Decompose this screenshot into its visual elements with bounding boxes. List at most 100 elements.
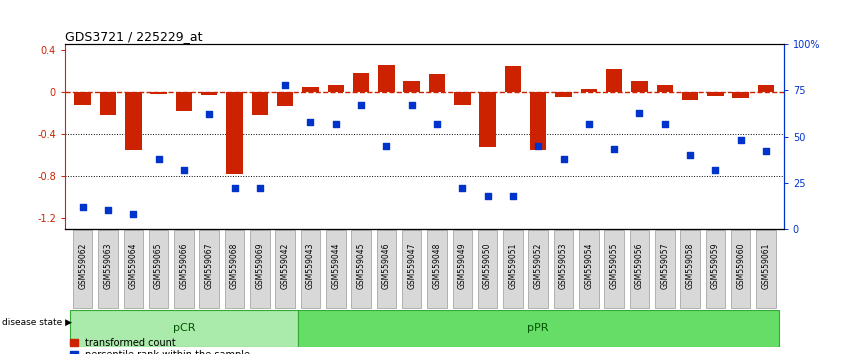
Bar (682, 92, 698, 100)
Text: GSM559059: GSM559059 (711, 242, 720, 289)
FancyBboxPatch shape (402, 230, 422, 308)
FancyBboxPatch shape (352, 230, 371, 308)
Point (658, 121, 672, 126)
Text: GDS3721 / 225229_at: GDS3721 / 225229_at (65, 30, 203, 43)
FancyBboxPatch shape (250, 230, 269, 308)
Text: GSM559044: GSM559044 (332, 242, 340, 289)
FancyBboxPatch shape (377, 230, 396, 308)
Point (101, 207, 115, 213)
FancyBboxPatch shape (655, 230, 675, 308)
Bar (176, 92, 192, 111)
Bar (151, 92, 167, 94)
Bar (505, 67, 521, 92)
Bar (404, 81, 420, 92)
FancyBboxPatch shape (149, 230, 168, 308)
Text: GSM559046: GSM559046 (382, 242, 391, 289)
Text: GSM559055: GSM559055 (610, 242, 618, 289)
Text: GSM559051: GSM559051 (508, 242, 517, 289)
Point (456, 185, 469, 191)
Point (329, 121, 343, 126)
Text: GSM559047: GSM559047 (407, 242, 417, 289)
FancyBboxPatch shape (731, 230, 751, 308)
Text: pPR: pPR (527, 324, 549, 333)
Text: disease state ▶: disease state ▶ (2, 318, 72, 327)
Text: GSM559060: GSM559060 (736, 242, 746, 289)
Text: GSM559069: GSM559069 (255, 242, 264, 289)
Bar (277, 92, 294, 107)
Bar (201, 92, 217, 95)
Point (506, 193, 520, 198)
Text: GSM559050: GSM559050 (483, 242, 492, 289)
Text: GSM559062: GSM559062 (78, 242, 87, 289)
Bar (530, 92, 546, 150)
Text: GSM559066: GSM559066 (179, 242, 189, 289)
Point (734, 137, 747, 143)
Text: GSM559068: GSM559068 (230, 242, 239, 289)
Bar (378, 65, 395, 92)
FancyBboxPatch shape (427, 230, 447, 308)
Bar (631, 81, 648, 92)
Text: GSM559042: GSM559042 (281, 242, 289, 289)
Point (126, 211, 140, 217)
FancyBboxPatch shape (503, 230, 523, 308)
Text: GSM559053: GSM559053 (559, 242, 568, 289)
Point (152, 156, 165, 161)
Bar (429, 74, 445, 92)
Bar (480, 92, 496, 147)
Legend: transformed count, percentile rank within the sample: transformed count, percentile rank withi… (70, 338, 250, 354)
Bar (327, 85, 344, 92)
Text: pCR: pCR (172, 324, 195, 333)
FancyBboxPatch shape (326, 230, 346, 308)
Point (404, 102, 418, 108)
Point (75, 204, 89, 210)
FancyBboxPatch shape (275, 230, 295, 308)
Text: GSM559067: GSM559067 (204, 242, 214, 289)
FancyBboxPatch shape (706, 230, 725, 308)
FancyBboxPatch shape (553, 230, 573, 308)
Point (582, 121, 596, 126)
FancyBboxPatch shape (124, 230, 143, 308)
Text: GSM559054: GSM559054 (585, 242, 593, 289)
Bar (252, 92, 268, 115)
FancyBboxPatch shape (73, 230, 93, 308)
Point (481, 193, 494, 198)
FancyBboxPatch shape (225, 230, 244, 308)
Bar (656, 85, 673, 92)
Point (607, 147, 621, 152)
Bar (555, 92, 572, 97)
Text: GSM559061: GSM559061 (761, 242, 771, 289)
Point (683, 152, 697, 158)
Point (632, 110, 646, 115)
Bar (708, 92, 724, 96)
Text: GSM559043: GSM559043 (306, 242, 315, 289)
FancyBboxPatch shape (478, 230, 497, 308)
Point (228, 185, 242, 191)
Bar (454, 92, 470, 105)
Text: GSM559048: GSM559048 (432, 242, 442, 289)
Point (430, 121, 444, 126)
Bar (226, 92, 242, 174)
Text: GSM559045: GSM559045 (357, 242, 365, 289)
Bar (352, 73, 369, 92)
Point (379, 143, 393, 149)
FancyBboxPatch shape (70, 310, 298, 347)
Bar (580, 88, 597, 92)
FancyBboxPatch shape (98, 230, 118, 308)
Text: GSM559065: GSM559065 (154, 242, 163, 289)
Text: GSM559058: GSM559058 (686, 242, 695, 289)
Bar (74, 92, 91, 105)
FancyBboxPatch shape (681, 230, 700, 308)
Point (177, 167, 191, 173)
Bar (302, 87, 319, 92)
Point (278, 82, 292, 88)
Point (253, 185, 267, 191)
Point (354, 102, 368, 108)
FancyBboxPatch shape (301, 230, 320, 308)
Point (203, 112, 216, 117)
FancyBboxPatch shape (298, 310, 779, 347)
FancyBboxPatch shape (756, 230, 776, 308)
Point (708, 167, 722, 173)
Point (759, 148, 773, 154)
FancyBboxPatch shape (604, 230, 624, 308)
Text: GSM559064: GSM559064 (129, 242, 138, 289)
